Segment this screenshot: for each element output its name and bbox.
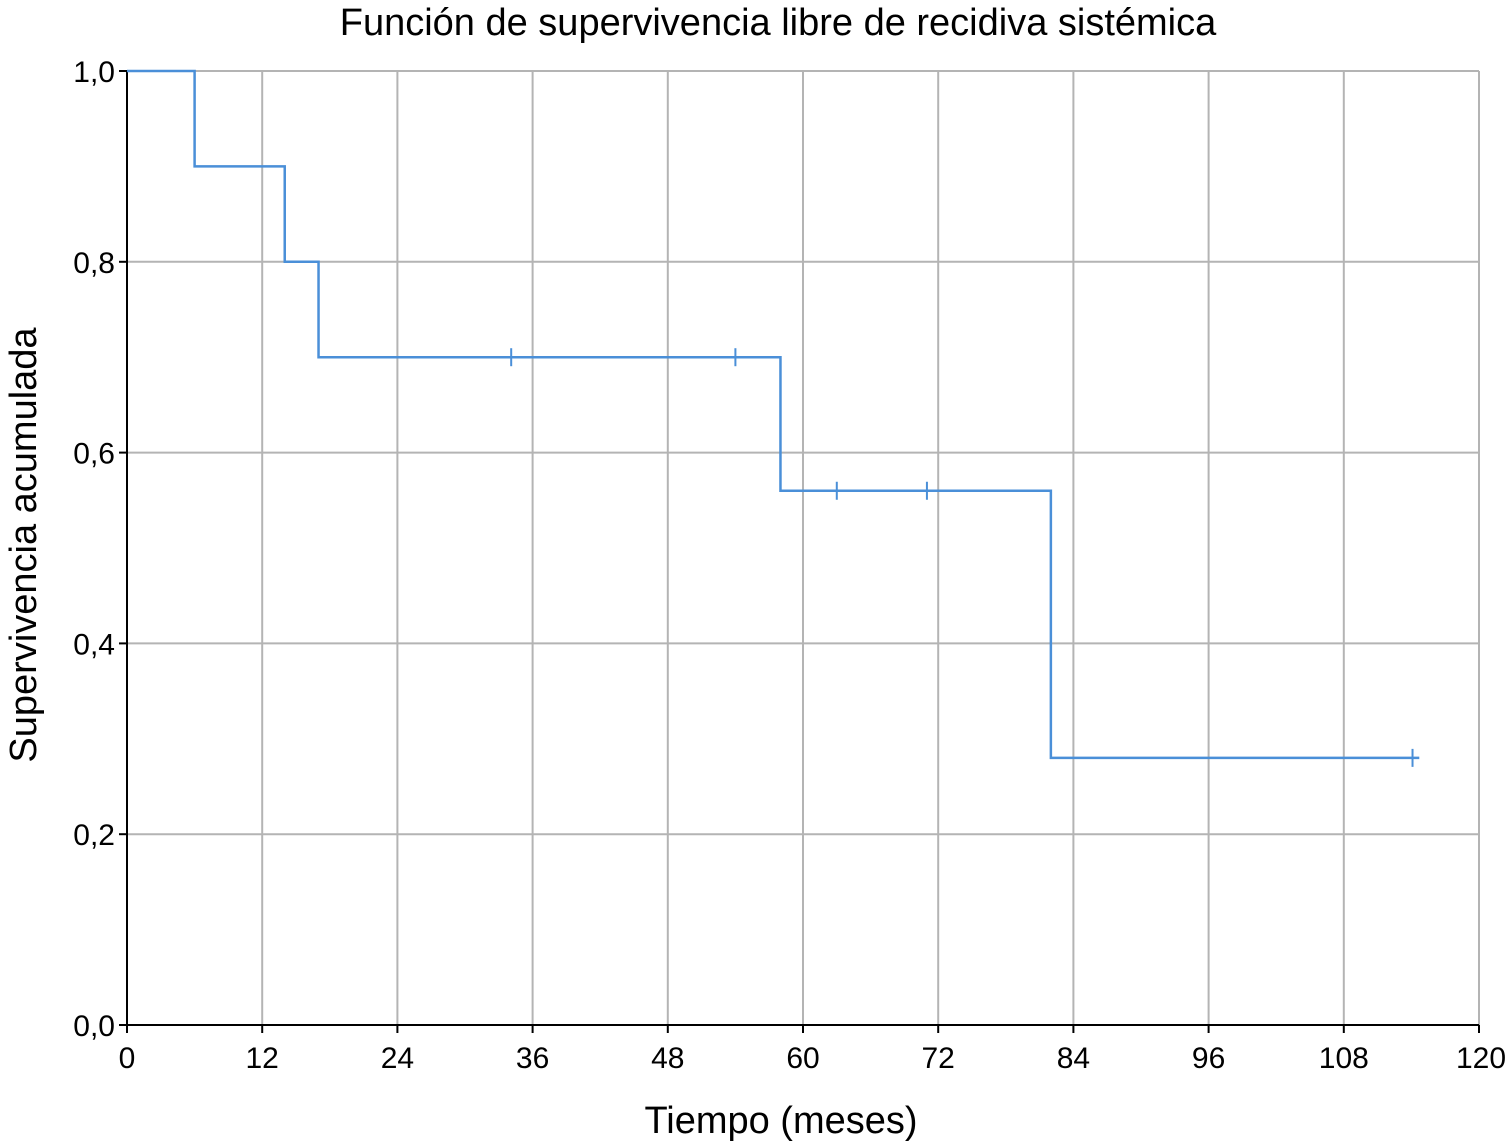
x-tick-label: 84 — [1057, 1042, 1090, 1075]
y-tick-label: 0,4 — [73, 628, 115, 661]
x-tick-label: 36 — [516, 1042, 549, 1075]
tick-labels: 0 12 24 36 48 60 72 84 96 108 120 0,0 0,2 0,4 0,6 0,8 1,… — [73, 56, 1506, 1075]
y-tick-label: 1,0 — [73, 56, 115, 89]
y-tick-label: 0,0 — [73, 1010, 115, 1043]
x-tick-label: 0 — [119, 1042, 136, 1075]
chart-title: Función de supervivencia libre de recidi… — [340, 2, 1217, 44]
grid — [127, 70, 1480, 1025]
x-tick-label: 120 — [1456, 1042, 1506, 1075]
y-axis-label: Supervivencia acumulada — [3, 327, 45, 763]
x-tick-label: 48 — [651, 1042, 684, 1075]
survival-step-line — [127, 69, 1420, 760]
y-tick-label: 0,8 — [73, 247, 115, 280]
y-tick-label: 0,2 — [73, 819, 115, 852]
x-tick-label: 24 — [381, 1042, 414, 1075]
x-tick-label: 108 — [1319, 1042, 1369, 1075]
survival-series — [127, 69, 1420, 767]
x-axis-label: Tiempo (meses) — [644, 1100, 917, 1142]
x-tick-label: 72 — [922, 1042, 955, 1075]
x-tick-label: 96 — [1192, 1042, 1225, 1075]
y-tick-label: 0,6 — [73, 438, 115, 471]
axes — [119, 70, 1480, 1033]
x-tick-label: 12 — [246, 1042, 279, 1075]
x-tick-label: 60 — [786, 1042, 819, 1075]
